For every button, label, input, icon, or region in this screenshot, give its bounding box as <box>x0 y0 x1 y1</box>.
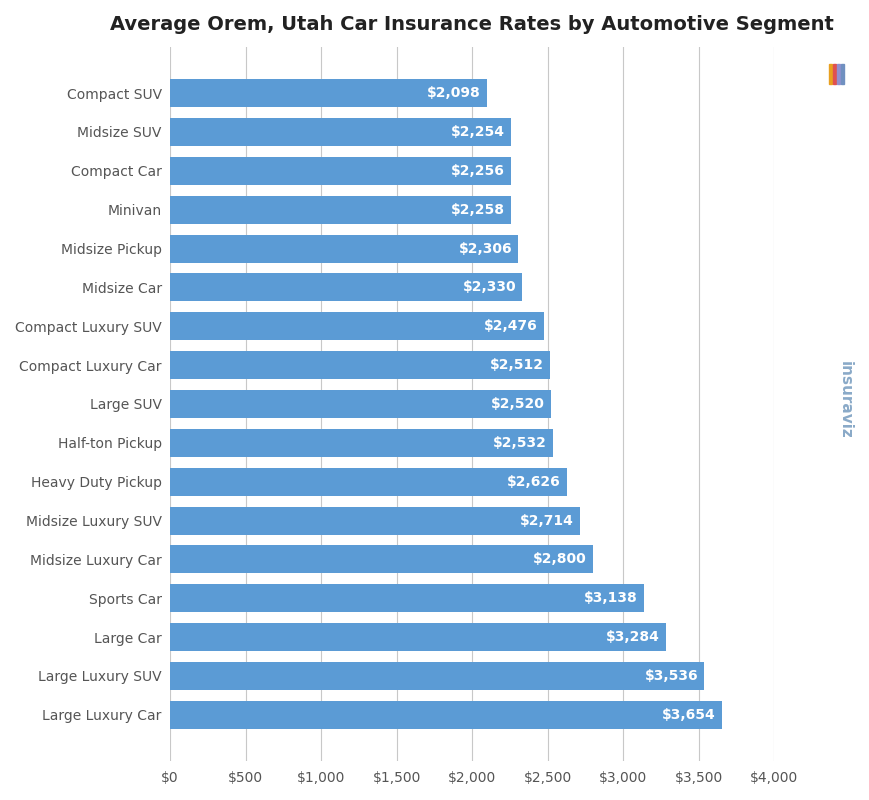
Text: $2,520: $2,520 <box>490 397 544 411</box>
Text: $2,626: $2,626 <box>507 474 561 489</box>
Text: insuraviz: insuraviz <box>837 361 852 439</box>
Text: $3,284: $3,284 <box>606 630 660 644</box>
Text: $2,254: $2,254 <box>450 125 504 139</box>
Bar <box>169 662 703 690</box>
Text: $3,536: $3,536 <box>644 669 698 683</box>
Bar <box>169 234 518 262</box>
Bar <box>169 196 511 224</box>
Bar <box>169 468 566 496</box>
Text: $2,306: $2,306 <box>458 242 512 255</box>
Text: $2,330: $2,330 <box>461 281 515 294</box>
Text: $2,256: $2,256 <box>450 164 504 178</box>
Bar <box>169 390 550 418</box>
Bar <box>169 623 666 651</box>
Bar <box>169 157 510 185</box>
Text: $3,654: $3,654 <box>661 708 715 722</box>
Bar <box>169 546 593 574</box>
Bar <box>169 118 510 146</box>
Title: Average Orem, Utah Car Insurance Rates by Automotive Segment: Average Orem, Utah Car Insurance Rates b… <box>110 15 833 34</box>
Bar <box>169 429 552 457</box>
Bar <box>169 584 643 612</box>
Bar <box>169 312 543 340</box>
Text: $2,258: $2,258 <box>451 202 505 217</box>
Bar <box>169 79 487 107</box>
Text: $2,800: $2,800 <box>533 552 587 566</box>
Bar <box>169 506 580 534</box>
Text: $3,138: $3,138 <box>584 591 637 606</box>
Bar <box>169 701 721 729</box>
Text: $2,714: $2,714 <box>520 514 574 527</box>
Text: $2,532: $2,532 <box>492 436 546 450</box>
Text: $2,512: $2,512 <box>489 358 543 372</box>
Text: $2,476: $2,476 <box>484 319 537 334</box>
Text: $2,098: $2,098 <box>427 86 481 100</box>
Bar <box>169 351 549 379</box>
Bar <box>169 274 521 302</box>
